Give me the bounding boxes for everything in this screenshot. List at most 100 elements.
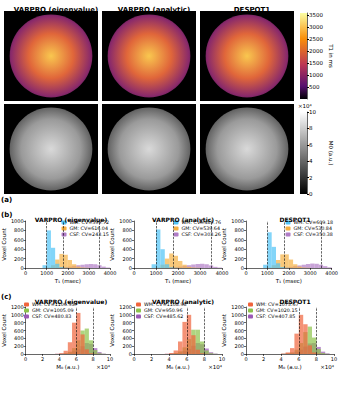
svg-text:1000: 1000 [150,270,163,276]
svg-text:6: 6 [185,356,188,362]
svg-text:6: 6 [309,142,313,148]
svg-text:GM: CV=616.04: GM: CV=616.04 [70,226,108,231]
svg-text:3000: 3000 [309,24,323,30]
svg-text:3000: 3000 [194,270,207,276]
svg-text:CSF: CV=485.62: CSF: CV=485.62 [144,314,183,319]
svg-text:Voxel Count: Voxel Count [109,313,115,346]
svg-text:DESPOT1: DESPOT1 [279,298,310,305]
svg-text:T₁ (msec): T₁ (msec) [164,278,191,284]
svg-text:4000: 4000 [216,270,229,276]
svg-text:200: 200 [122,343,132,349]
svg-text:500: 500 [309,84,320,90]
svg-text:0: 0 [244,356,247,362]
svg-text:4: 4 [168,356,171,362]
svg-text:×10⁴: ×10⁴ [96,364,111,370]
svg-text:2000: 2000 [309,48,323,54]
svg-text:1000: 1000 [261,270,274,276]
svg-text:0: 0 [24,356,27,362]
svg-text:M₀ (a.u.): M₀ (a.u.) [278,364,301,370]
svg-text:VARPRO (analytic): VARPRO (analytic) [152,216,214,224]
svg-text:GM: CV=1020.15: GM: CV=1020.15 [256,308,297,313]
svg-text:0: 0 [244,270,247,276]
svg-text:DESPOT1: DESPOT1 [279,216,310,223]
svg-text:0: 0 [309,191,313,197]
svg-text:400: 400 [14,335,24,341]
svg-text:T1 in ms: T1 in ms [328,43,334,68]
svg-text:2500: 2500 [309,36,323,42]
svg-text:2000: 2000 [172,270,185,276]
svg-text:0: 0 [132,356,135,362]
svg-text:10: 10 [219,356,225,362]
svg-text:1200: 1200 [119,304,132,310]
svg-text:400: 400 [14,246,24,252]
svg-text:600: 600 [234,328,244,334]
svg-text:VARPRO (eigenvalue): VARPRO (eigenvalue) [35,298,108,306]
svg-text:GM: CV=539.64: GM: CV=539.64 [182,226,220,231]
svg-text:3000: 3000 [83,270,96,276]
svg-text:Voxel Count: Voxel Count [221,227,227,260]
svg-text:2: 2 [41,356,44,362]
svg-text:200: 200 [14,343,24,349]
svg-text:800: 800 [234,227,244,233]
svg-text:(c): (c) [1,293,12,301]
svg-text:1000: 1000 [231,312,244,318]
svg-text:400: 400 [234,246,244,252]
svg-text:GM: CV=530.84: GM: CV=530.84 [294,226,332,231]
svg-text:CSF: CV=303.26: CSF: CV=303.26 [182,232,221,237]
svg-text:1000: 1000 [231,218,244,224]
svg-text:6: 6 [75,356,78,362]
svg-text:×10⁴: ×10⁴ [320,364,335,370]
svg-text:Voxel Count: Voxel Count [221,313,227,346]
svg-text:4000: 4000 [325,270,338,276]
svg-text:4: 4 [309,158,313,164]
svg-text:M0 (a.u.): M0 (a.u.) [328,141,334,166]
svg-text:2: 2 [309,175,313,181]
svg-text:2: 2 [262,356,265,362]
svg-text:M₀ (a.u.): M₀ (a.u.) [56,364,79,370]
svg-text:2000: 2000 [282,270,295,276]
svg-text:Voxel Count: Voxel Count [1,227,7,260]
svg-text:4: 4 [280,356,283,362]
svg-text:3000: 3000 [304,270,317,276]
svg-text:1200: 1200 [231,304,244,310]
svg-text:CSF: CV=350.38: CSF: CV=350.38 [294,232,333,237]
svg-text:×10⁴: ×10⁴ [208,364,223,370]
svg-text:2: 2 [150,356,153,362]
svg-text:400: 400 [122,335,132,341]
svg-text:200: 200 [234,256,244,262]
svg-text:1000: 1000 [119,312,132,318]
svg-text:800: 800 [234,320,244,326]
svg-text:VARPRO (analytic): VARPRO (analytic) [118,6,190,14]
svg-text:1000: 1000 [119,218,132,224]
svg-text:10: 10 [331,356,337,362]
svg-text:8: 8 [315,356,318,362]
svg-text:1000: 1000 [309,72,323,78]
svg-text:600: 600 [234,237,244,243]
svg-text:200: 200 [14,256,24,262]
svg-text:CSF: CV=480.83: CSF: CV=480.83 [32,314,71,319]
svg-text:10: 10 [107,356,113,362]
svg-text:GM: CV=950.96: GM: CV=950.96 [144,308,182,313]
svg-text:(a): (a) [1,196,12,204]
svg-text:CSF: CV=243.15: CSF: CV=243.15 [70,232,109,237]
svg-text:4: 4 [58,356,61,362]
svg-text:DESPOT1: DESPOT1 [234,6,270,14]
svg-text:3500: 3500 [309,12,323,18]
svg-text:1000: 1000 [11,218,24,224]
svg-text:6: 6 [297,356,300,362]
svg-text:800: 800 [14,227,24,233]
svg-text:600: 600 [14,237,24,243]
svg-text:1200: 1200 [11,304,24,310]
svg-text:M₀ (a.u.): M₀ (a.u.) [166,364,189,370]
svg-text:10: 10 [309,109,316,115]
svg-text:VARPRO (eigenvalue): VARPRO (eigenvalue) [35,216,108,224]
svg-text:600: 600 [122,237,132,243]
svg-text:600: 600 [122,328,132,334]
svg-text:GM: CV=1005.09: GM: CV=1005.09 [32,308,73,313]
svg-text:8: 8 [203,356,206,362]
svg-text:1500: 1500 [309,60,323,66]
svg-text:8: 8 [309,125,313,131]
svg-text:Voxel Count: Voxel Count [1,313,7,346]
svg-text:800: 800 [14,320,24,326]
svg-text:Voxel Count: Voxel Count [109,227,115,260]
